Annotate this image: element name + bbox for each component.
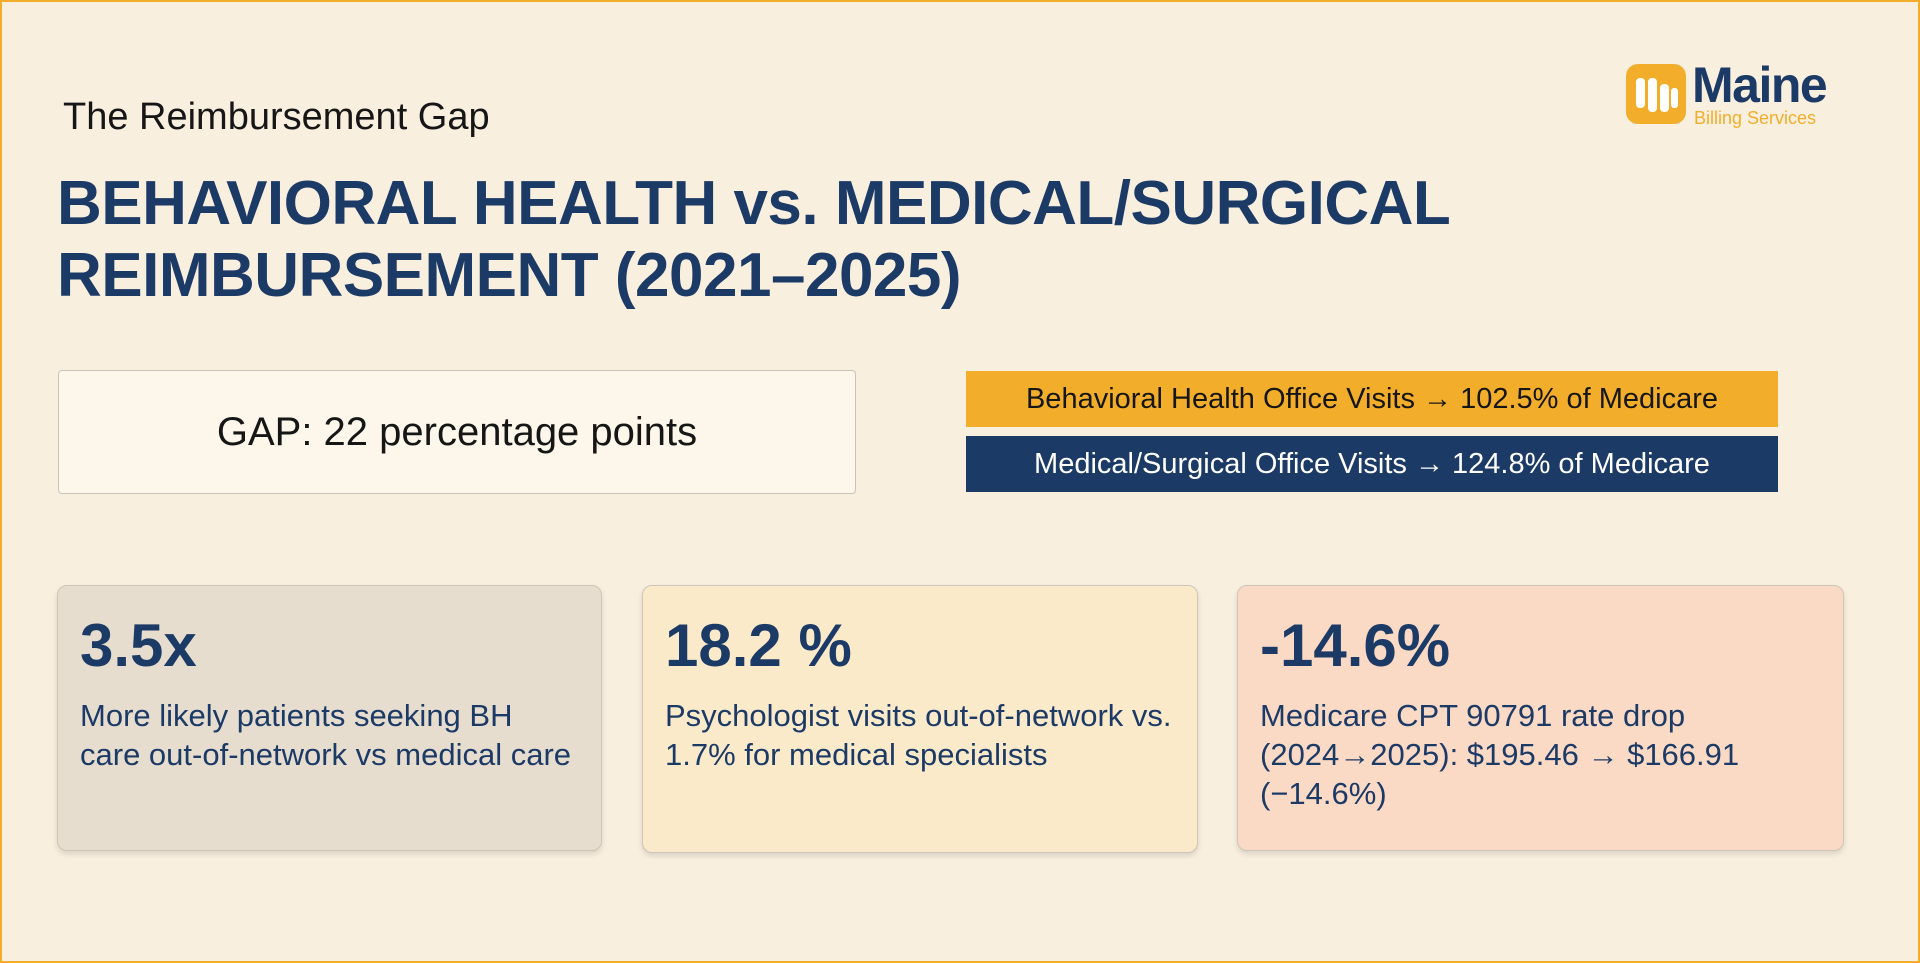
- brand-logo[interactable]: Maine Billing Services: [1626, 57, 1836, 132]
- behavioral-health-bar: Behavioral Health Office Visits → 102.5%…: [966, 371, 1778, 427]
- section-eyebrow: The Reimbursement Gap: [63, 96, 490, 138]
- gap-callout: GAP: 22 percentage points: [58, 370, 856, 494]
- stat-value: -14.6%: [1260, 612, 1451, 679]
- behavioral-health-label: Behavioral Health Office Visits → 102.5%…: [1025, 382, 1719, 415]
- stat-card-rate-drop: -14.6% Medicare CPT 90791 rate drop (202…: [1237, 585, 1844, 851]
- medical-surgical-label: Medical/Surgical Office Visits → 124.8% …: [1034, 447, 1710, 480]
- medical-surgical-bar: Medical/Surgical Office Visits → 124.8% …: [966, 436, 1778, 492]
- logo-name: Maine: [1692, 57, 1828, 113]
- logo-subtitle: Billing Services: [1694, 108, 1817, 128]
- gap-label: GAP: 22 percentage points: [216, 409, 698, 454]
- stat-value: 3.5x: [80, 612, 197, 679]
- stat-description: More likely patients seeking BH care out…: [80, 698, 572, 772]
- stat-card-psychologist-visits: 18.2 % Psychologist visits out-of-networ…: [642, 585, 1198, 853]
- stat-description: Psychologist visits out-of-network vs. 1…: [665, 698, 1172, 772]
- stat-description: Medicare CPT 90791 rate drop (2024→2025)…: [1260, 698, 1740, 811]
- maine-billing-logo-icon: [1626, 64, 1686, 124]
- stat-card-out-of-network: 3.5x More likely patients seeking BH car…: [57, 585, 602, 851]
- page-title: BEHAVIORAL HEALTH vs. MEDICAL/SURGICAL R…: [57, 169, 1450, 310]
- stat-value: 18.2 %: [665, 612, 852, 679]
